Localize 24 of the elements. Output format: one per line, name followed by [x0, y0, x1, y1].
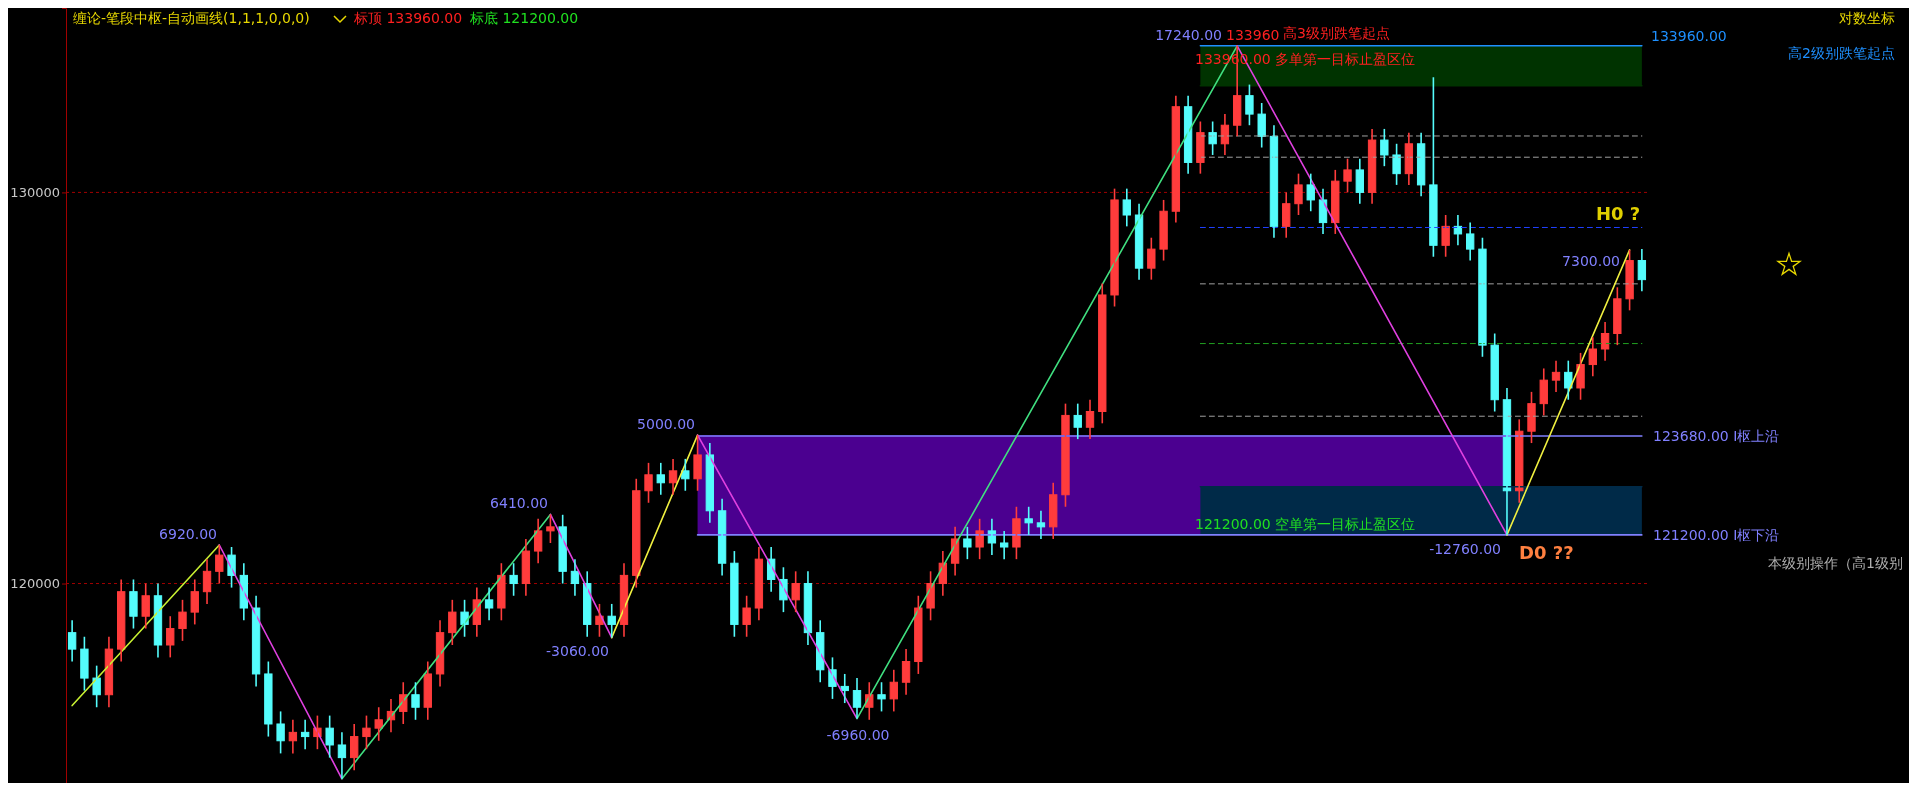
annotation: -3060.00: [546, 643, 609, 659]
annotation: 缠论-笔段中枢-自动画线(1,1,1,0,0,0): [73, 10, 310, 26]
annotation: 133960: [1226, 27, 1280, 43]
y-tick-label: 120000: [10, 576, 60, 592]
annotation: 高3级别跌笔起点: [1283, 25, 1390, 41]
annotation: 标底 121200.00: [469, 10, 579, 26]
text: 对数坐标: [1839, 10, 1895, 26]
annotation: 6920.00: [159, 526, 217, 542]
annotation: D0 ??: [1519, 542, 1574, 563]
annotation: 121200.00 空单第一目标止盈区位: [1195, 516, 1416, 532]
annotation: -6960.00: [826, 727, 890, 743]
text: 高2级别跌笔起点: [1788, 45, 1895, 61]
annotation: 17240.00: [1155, 27, 1222, 43]
text: 121200.00 I枢下沿: [1653, 527, 1780, 543]
annotation: H0 ?: [1596, 203, 1641, 224]
annotation: 7300.00: [1562, 253, 1620, 269]
annotation: 5000.00: [637, 416, 695, 432]
annotation: -12760.00: [1429, 541, 1501, 557]
text: 本级别操作（高1级别: [1768, 555, 1903, 571]
annotation: 6410.00: [490, 495, 548, 511]
text: 123680.00 I枢上沿: [1653, 428, 1780, 444]
annotation: 标顶 133960.00: [353, 10, 463, 26]
y-tick-label: 130000: [10, 185, 60, 201]
text: 133960.00: [1651, 28, 1727, 44]
